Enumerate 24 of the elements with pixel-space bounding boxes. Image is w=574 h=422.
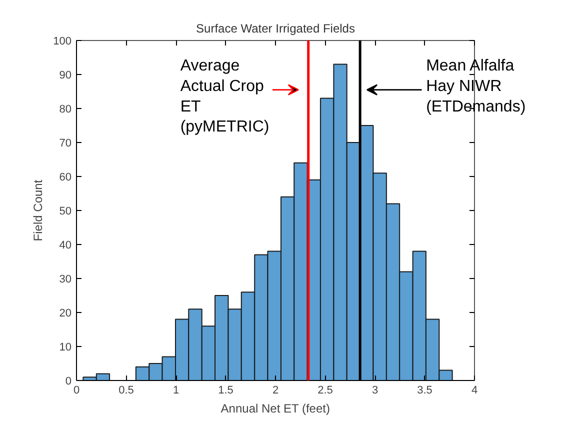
x-tick-label: 2: [272, 384, 279, 396]
x-tick-label: 1.5: [218, 384, 234, 396]
ref-line-label: Average Actual Crop ET (pyMETRIC): [180, 58, 270, 136]
chart-title: Surface Water Irrigated Fields: [196, 22, 355, 36]
y-tick-label: 30: [59, 274, 72, 286]
x-tick-label: 3: [372, 384, 378, 396]
y-tick-label: 10: [59, 342, 72, 354]
y-tick-label: 90: [59, 70, 72, 82]
x-tick-label: 0.5: [118, 384, 134, 396]
y-axis-title: Field Count: [31, 179, 46, 242]
y-tick-label: 20: [59, 308, 72, 320]
x-tick-label: 1: [172, 384, 180, 396]
x-tick-label: 0: [73, 384, 80, 396]
y-tick-label: 100: [53, 36, 72, 48]
y-tick-label: 50: [59, 206, 72, 218]
x-tick-label: 4: [471, 384, 478, 396]
y-tick-label: 40: [59, 240, 72, 252]
x-axis-title: Annual Net ET (feet): [220, 402, 330, 416]
x-tick-label: 2.5: [318, 384, 333, 396]
y-tick-label: 80: [59, 104, 72, 116]
y-tick-label: 60: [59, 172, 72, 184]
y-tick-label: 70: [59, 138, 72, 150]
x-tick-label: 3.5: [417, 384, 432, 396]
y-tick-label: 0: [65, 376, 72, 388]
